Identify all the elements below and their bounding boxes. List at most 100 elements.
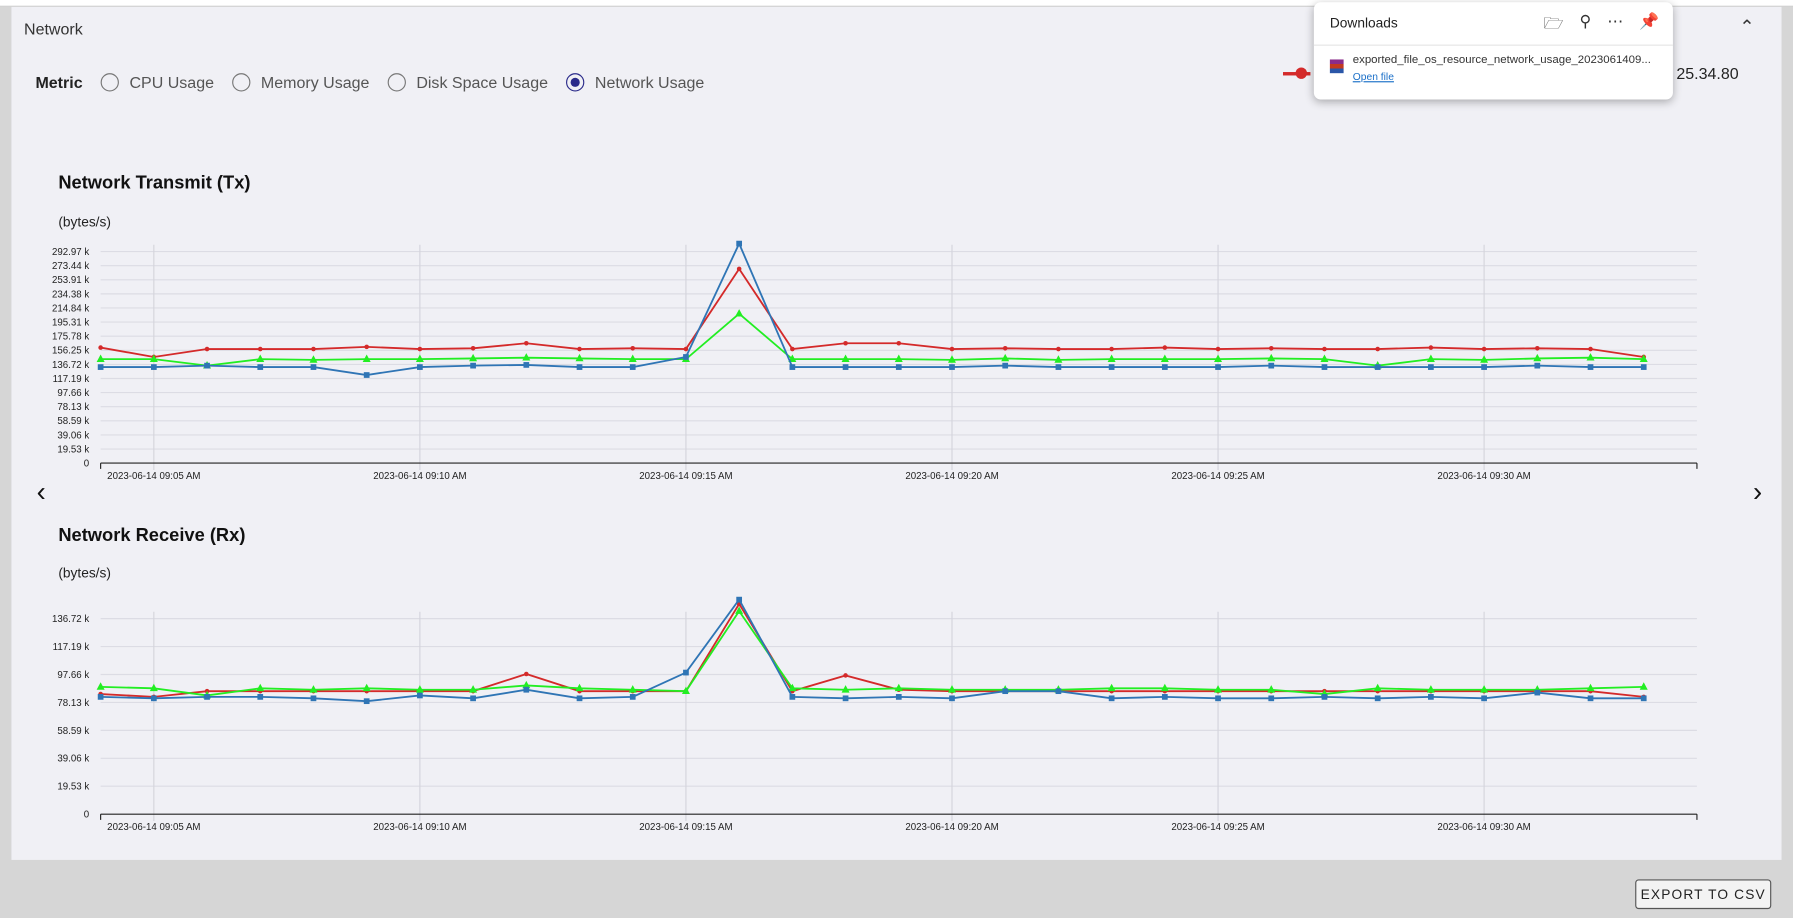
data-point xyxy=(1587,364,1594,370)
open-file-link[interactable]: Open file xyxy=(1352,70,1394,83)
data-point xyxy=(415,354,424,362)
data-point xyxy=(843,340,848,346)
data-point xyxy=(362,354,371,362)
data-point xyxy=(576,364,583,370)
rx-chart-unit: (bytes/s) xyxy=(58,564,111,581)
legend-label[interactable]: 25.34.80 xyxy=(1676,64,1739,83)
data-point xyxy=(1534,362,1541,369)
data-point xyxy=(1428,694,1434,700)
data-point xyxy=(894,683,903,692)
y-tick-label: 97.66 k xyxy=(57,388,89,399)
radio-cpu-usage[interactable]: CPU Usage xyxy=(100,73,215,92)
data-point xyxy=(524,340,529,346)
folder-icon[interactable]: 🗁 xyxy=(1543,13,1564,33)
y-tick-label: 39.06 k xyxy=(57,430,89,441)
data-point xyxy=(1586,353,1595,361)
x-tick-label: 2023-06-14 09:10 AM xyxy=(373,822,466,833)
data-point xyxy=(735,309,744,317)
data-point xyxy=(628,354,637,362)
data-point xyxy=(629,694,636,700)
data-point xyxy=(894,354,903,362)
download-file-name[interactable]: exported_file_os_resource_network_usage_… xyxy=(1352,53,1651,67)
data-point xyxy=(1375,346,1380,352)
data-point xyxy=(1268,346,1274,351)
data-point xyxy=(1639,354,1648,362)
data-point xyxy=(576,695,583,702)
series-line-1 xyxy=(100,609,1644,697)
y-tick-label: 175.78 k xyxy=(52,332,89,343)
data-point xyxy=(311,346,316,352)
data-point xyxy=(628,685,637,693)
collapse-chevron-up-icon[interactable]: ⌃ xyxy=(1739,18,1755,38)
data-point xyxy=(522,680,531,689)
data-point xyxy=(1160,354,1169,362)
data-point xyxy=(842,695,849,702)
data-point xyxy=(1268,362,1275,369)
y-tick-label: 273.44 k xyxy=(52,261,89,272)
data-point xyxy=(363,372,370,378)
radio-circle xyxy=(387,73,407,92)
section-title: Network xyxy=(24,19,83,38)
data-point xyxy=(949,346,955,352)
next-arrow-button[interactable]: › xyxy=(1752,476,1763,508)
data-point xyxy=(1481,364,1487,370)
data-point xyxy=(1107,354,1116,362)
data-point xyxy=(1055,688,1062,695)
data-point xyxy=(97,364,104,370)
data-point xyxy=(415,685,424,693)
radio-label: Memory Usage xyxy=(260,73,370,92)
metric-selector: Metric CPU Usage Memory Usage Disk Space… xyxy=(35,73,722,92)
data-point xyxy=(841,685,850,693)
y-tick-label: 0 xyxy=(84,810,90,821)
series-line-1 xyxy=(100,312,1644,367)
data-point xyxy=(1374,364,1381,370)
rx-chart-title: Network Receive (Rx) xyxy=(58,526,246,546)
radio-memory-usage[interactable]: Memory Usage xyxy=(232,73,370,92)
radio-disk-space-usage[interactable]: Disk Space Usage xyxy=(387,73,548,92)
data-point xyxy=(1480,685,1489,693)
more-icon[interactable]: ⋯ xyxy=(1607,11,1624,30)
search-icon[interactable]: ⚲ xyxy=(1579,11,1592,30)
data-point xyxy=(1321,364,1328,370)
data-point xyxy=(1426,354,1435,362)
downloads-title: Downloads xyxy=(1329,14,1398,31)
series-line-2 xyxy=(100,241,1644,376)
x-tick-label: 2023-06-14 09:15 AM xyxy=(639,471,732,482)
archive-file-icon xyxy=(1329,59,1344,74)
data-point xyxy=(1267,685,1276,693)
data-point xyxy=(630,346,636,351)
data-point xyxy=(364,344,369,350)
y-tick-label: 78.13 k xyxy=(57,402,89,413)
data-point xyxy=(789,694,796,700)
data-point xyxy=(362,683,371,692)
data-point xyxy=(1267,353,1276,362)
export-to-csv-button[interactable]: EXPORT TO CSV xyxy=(1635,879,1772,910)
data-point xyxy=(736,240,743,247)
data-point xyxy=(949,364,955,370)
data-point xyxy=(257,346,263,352)
radio-label: CPU Usage xyxy=(129,73,215,92)
data-point xyxy=(788,683,797,692)
data-point xyxy=(949,695,955,702)
data-point xyxy=(577,346,582,352)
y-tick-label: 117.19 k xyxy=(53,642,90,653)
data-point xyxy=(947,685,956,693)
data-point xyxy=(1109,346,1114,352)
data-point xyxy=(896,340,902,346)
x-tick-label: 2023-06-14 09:10 AM xyxy=(373,471,466,482)
data-point xyxy=(1533,353,1542,362)
y-tick-label: 136.72 k xyxy=(52,360,89,371)
pin-icon[interactable]: 📌 xyxy=(1639,11,1660,30)
data-point xyxy=(470,346,476,351)
data-point xyxy=(96,682,105,690)
data-point xyxy=(1002,346,1008,351)
x-tick-label: 2023-06-14 09:05 AM xyxy=(107,471,200,482)
data-point xyxy=(1215,364,1221,370)
data-point xyxy=(1586,683,1595,692)
data-point xyxy=(1640,695,1647,702)
data-point xyxy=(895,364,902,370)
prev-arrow-button[interactable]: ‹ xyxy=(36,476,46,508)
radio-network-usage[interactable]: Network Usage xyxy=(566,73,704,92)
series-line-2 xyxy=(100,597,1644,703)
data-point xyxy=(310,364,317,370)
